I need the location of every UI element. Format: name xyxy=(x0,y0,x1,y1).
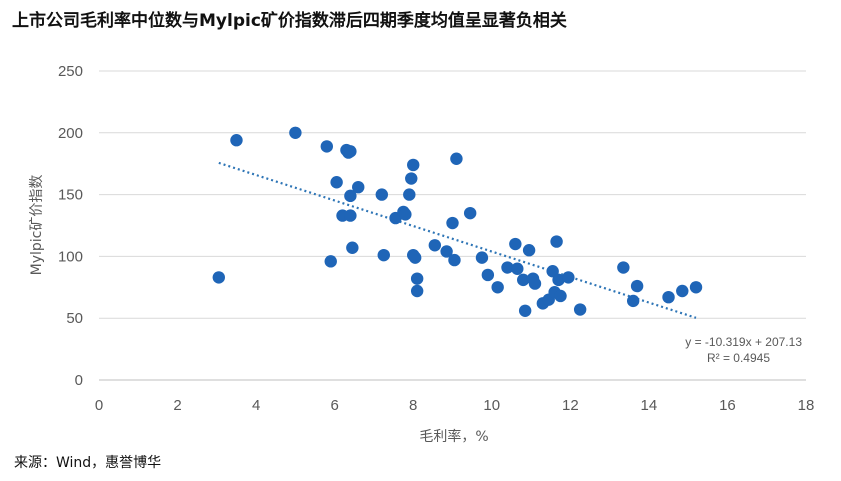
data-point xyxy=(230,134,243,147)
data-points xyxy=(212,126,703,317)
y-tick-label: 50 xyxy=(66,310,83,327)
trendline xyxy=(218,161,697,319)
data-point xyxy=(463,206,477,220)
data-point xyxy=(450,152,463,165)
x-tick-label: 2 xyxy=(173,397,181,414)
data-point xyxy=(617,261,630,274)
x-tick-label: 8 xyxy=(409,397,417,414)
data-point xyxy=(676,284,689,298)
data-point xyxy=(344,209,357,222)
data-point xyxy=(440,245,453,258)
x-tick-label: 6 xyxy=(330,397,338,414)
data-point xyxy=(554,289,567,303)
y-tick-label: 100 xyxy=(58,248,83,265)
data-point xyxy=(324,255,337,268)
y-tick-label: 200 xyxy=(58,125,83,142)
data-point xyxy=(528,277,542,290)
data-point xyxy=(405,172,418,185)
data-point xyxy=(320,140,334,153)
data-point xyxy=(481,268,495,282)
data-point xyxy=(491,281,504,294)
x-tick-label: 4 xyxy=(252,397,260,414)
data-point xyxy=(509,237,522,251)
data-point xyxy=(377,248,390,262)
trendline-group xyxy=(218,161,697,319)
trendline-r-squared: R² = 0.4945 xyxy=(707,351,770,365)
data-point xyxy=(330,176,343,189)
y-tick-label: 0 xyxy=(75,372,83,389)
data-point xyxy=(346,241,359,254)
data-point xyxy=(289,126,302,139)
y-tick-label: 250 xyxy=(58,63,83,80)
gridlines xyxy=(99,70,806,319)
y-tick-labels: 0 50 100 150 200 250 xyxy=(58,63,83,389)
data-point xyxy=(403,188,416,201)
data-point xyxy=(630,279,644,293)
data-point xyxy=(573,303,587,316)
x-tick-label: 16 xyxy=(719,397,736,414)
data-point xyxy=(689,281,703,294)
y-tick-label: 150 xyxy=(58,187,83,204)
data-point xyxy=(410,272,424,285)
source-note: 来源：Wind，惠誉博华 xyxy=(14,455,162,471)
data-point xyxy=(428,239,442,252)
data-point xyxy=(552,273,565,287)
x-tick-label: 12 xyxy=(562,397,579,414)
data-point xyxy=(562,271,575,284)
data-point xyxy=(212,271,225,284)
data-point xyxy=(662,290,675,304)
data-point xyxy=(511,262,524,275)
x-tick-label: 18 xyxy=(798,397,815,414)
data-point xyxy=(399,208,412,221)
data-point xyxy=(410,284,424,298)
data-point xyxy=(517,273,530,287)
x-tick-label: 0 xyxy=(95,397,103,414)
data-point xyxy=(546,265,559,278)
trendline-equation: y = -10.319x + 207.13 xyxy=(685,335,802,349)
data-point xyxy=(501,261,514,274)
data-point xyxy=(344,145,357,158)
data-point xyxy=(448,253,461,267)
y-axis-title: Mylpic矿价指数 xyxy=(29,175,45,276)
data-point xyxy=(344,189,357,203)
data-point xyxy=(550,235,563,248)
data-point xyxy=(408,251,422,264)
data-point xyxy=(518,304,532,317)
data-point xyxy=(407,158,420,172)
x-tick-labels: 0 2 4 6 8 10 12 14 16 18 xyxy=(95,397,815,414)
x-tick-label: 14 xyxy=(641,397,658,414)
data-point xyxy=(446,216,459,230)
chart-title: 上市公司毛利率中位数与Mylpic矿价指数滞后四期季度均值呈显著负相关 xyxy=(12,11,567,31)
x-tick-label: 10 xyxy=(483,397,500,414)
data-point xyxy=(626,294,640,308)
x-axis-title: 毛利率，% xyxy=(419,428,488,445)
data-point xyxy=(522,244,536,257)
data-point xyxy=(375,188,388,201)
data-point xyxy=(475,251,489,264)
data-point xyxy=(352,180,365,194)
